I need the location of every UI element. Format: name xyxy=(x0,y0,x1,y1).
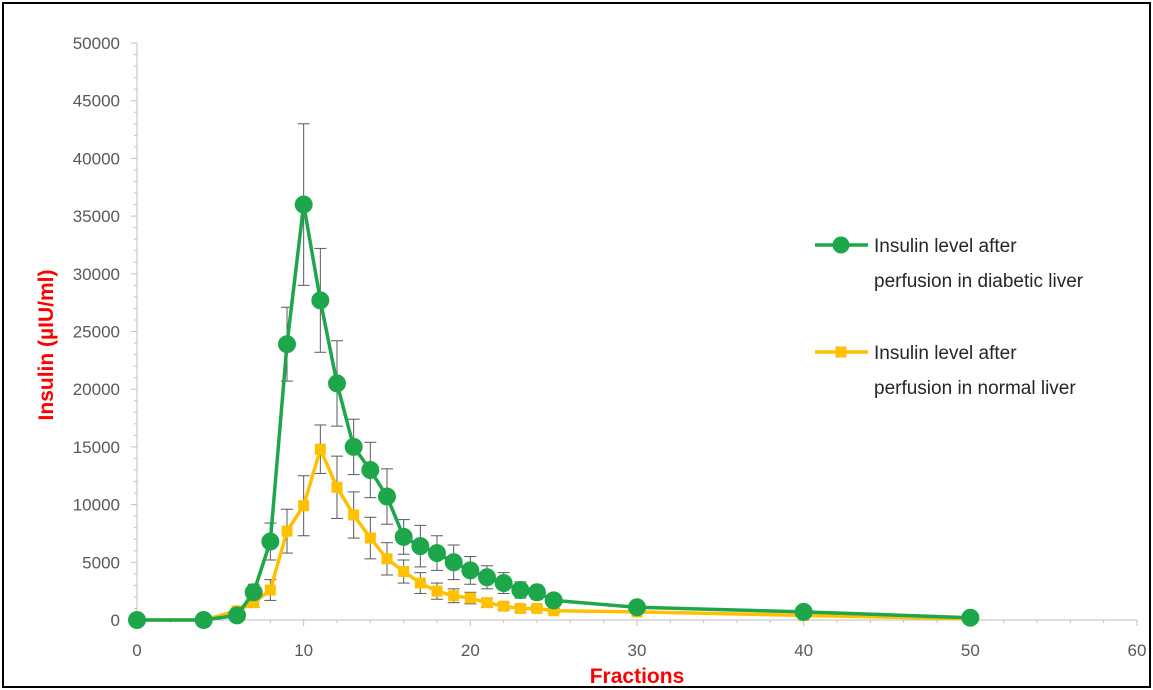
y-tick-label: 40000 xyxy=(73,149,120,168)
error-bars xyxy=(231,123,977,621)
x-tick-label: 50 xyxy=(961,641,980,660)
data-point-circle xyxy=(628,598,646,617)
legend-label-line: Insulin level after xyxy=(874,236,1017,257)
legend-label-line: perfusion in diabetic liver xyxy=(874,271,1084,292)
legend-marker-square xyxy=(835,346,847,358)
series-group xyxy=(128,195,980,629)
y-axis-title: Insulin (µIU/ml) xyxy=(35,270,58,421)
data-point-circle xyxy=(511,580,530,599)
legend: Insulin level after perfusion in diabetic… xyxy=(815,236,1084,399)
data-point-square xyxy=(364,532,376,544)
x-tick-label: 0 xyxy=(132,641,141,660)
x-tick-label: 30 xyxy=(628,641,647,660)
data-point-circle xyxy=(494,574,513,593)
data-point-circle xyxy=(544,591,563,610)
data-point-circle xyxy=(444,553,463,572)
data-point-circle xyxy=(394,527,413,546)
data-point-square xyxy=(481,597,493,609)
x-tick-label: 40 xyxy=(794,641,813,660)
y-tick-label: 35000 xyxy=(73,207,120,226)
data-point-square xyxy=(314,443,326,455)
y-tick-label: 10000 xyxy=(73,496,120,515)
series-diabetic-liver xyxy=(128,195,980,629)
y-tick-label: 5000 xyxy=(82,553,120,572)
legend-item-diabetic: Insulin level after perfusion in diabetic… xyxy=(815,236,1084,292)
data-point-square xyxy=(448,590,460,602)
y-tick-label: 30000 xyxy=(73,265,120,284)
data-point-circle xyxy=(528,583,546,602)
data-point-circle xyxy=(361,460,380,479)
y-tick-label: 50000 xyxy=(73,34,120,53)
data-point-circle xyxy=(228,606,246,625)
x-tick-label: 60 xyxy=(1128,641,1147,660)
y-tick-label: 15000 xyxy=(73,438,120,457)
data-point-square xyxy=(531,602,543,614)
legend-label-line: Insulin level after xyxy=(874,343,1017,364)
legend-item-normal: Insulin level after perfusion in normal l… xyxy=(815,343,1076,399)
legend-label-line: perfusion in normal liver xyxy=(874,378,1076,399)
y-tick-label: 20000 xyxy=(73,380,120,399)
data-point-circle xyxy=(344,437,363,456)
series-line xyxy=(137,202,971,622)
data-point-square xyxy=(464,592,476,604)
data-point-circle xyxy=(961,608,980,627)
data-point-square xyxy=(381,553,393,565)
data-point-square xyxy=(348,509,360,521)
data-point-square xyxy=(431,585,443,597)
data-point-circle xyxy=(478,568,496,587)
data-point-square xyxy=(298,500,310,512)
data-point-circle xyxy=(278,335,296,354)
data-point-square xyxy=(331,481,343,493)
data-point-circle xyxy=(411,537,430,556)
x-axis-title: Fractions xyxy=(590,665,685,688)
series-normal-liver xyxy=(131,443,976,626)
data-point-circle xyxy=(194,611,213,629)
data-point-circle xyxy=(311,291,330,310)
data-point-square xyxy=(498,600,510,612)
data-point-circle xyxy=(128,611,146,629)
data-point-square xyxy=(248,597,260,609)
data-point-square xyxy=(514,602,526,614)
data-point-circle xyxy=(461,561,480,580)
legend-marker-circle xyxy=(832,236,850,254)
x-tick-label: 10 xyxy=(294,641,313,660)
data-point-circle xyxy=(244,583,263,602)
data-point-circle xyxy=(328,374,346,393)
y-tick-label: 45000 xyxy=(73,92,120,111)
data-point-square xyxy=(398,566,410,578)
data-point-circle xyxy=(794,602,813,621)
x-tick-label: 20 xyxy=(461,641,480,660)
data-point-circle xyxy=(378,487,396,506)
y-tick-label: 25000 xyxy=(73,323,120,342)
data-point-circle xyxy=(294,195,313,214)
axes: 0 5000 10000 15000 20000 25000 30000 35000 40000… xyxy=(73,34,1147,660)
data-point-square xyxy=(281,525,293,537)
y-tick-label: 0 xyxy=(111,611,120,630)
data-point-square xyxy=(414,577,426,589)
data-point-circle xyxy=(261,532,280,551)
data-point-square xyxy=(548,605,560,617)
data-point-square xyxy=(264,584,276,596)
data-point-circle xyxy=(428,544,446,563)
